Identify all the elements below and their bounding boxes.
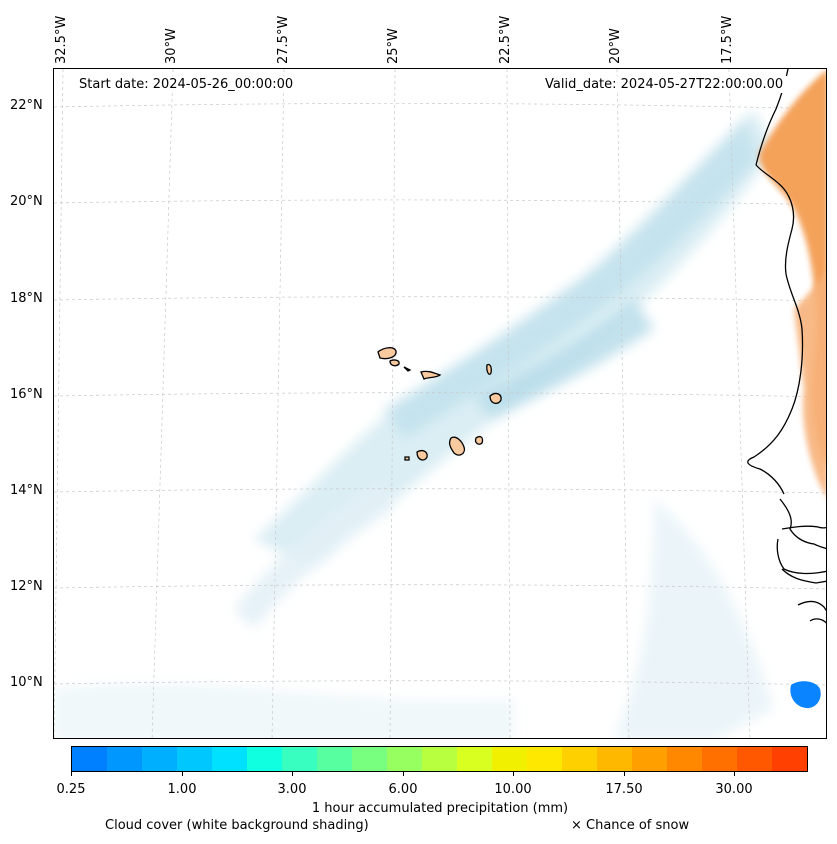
colorbar-segment: [597, 747, 632, 771]
lat-label-14n: 14°N: [10, 483, 43, 498]
colorbar-segment: [632, 747, 667, 771]
colorbar-tick-1-00: 1.00: [167, 782, 197, 797]
colorbar-segment: [387, 747, 422, 771]
colorbar-segment: [72, 747, 107, 771]
lon-label-17-5w: 17.5°W: [720, 15, 735, 64]
colorbar-tick-30-00: 30.00: [715, 782, 753, 797]
colorbar-tick-10-00: 10.00: [494, 782, 532, 797]
lon-label-25w: 25°W: [386, 28, 401, 64]
island-fogo: [416, 450, 428, 461]
lat-label-10n: 10°N: [10, 675, 43, 690]
colorbar-tick-0-25: 0.25: [56, 782, 86, 797]
island-santo-antao: [377, 347, 397, 360]
lat-label-12n: 12°N: [10, 579, 43, 594]
island-santa-luzia: [403, 366, 412, 372]
colorbar-tickmark: [734, 772, 735, 776]
colorbar-tickmark: [292, 772, 293, 776]
colorbar-segment: [212, 747, 247, 771]
colorbar-segment: [737, 747, 772, 771]
colorbar-segment: [422, 747, 457, 771]
colorbar-tick-6-00: 6.00: [388, 782, 418, 797]
lat-label-20n: 20°N: [10, 194, 43, 209]
colorbar-tickmark: [403, 772, 404, 776]
colorbar-segment: [317, 747, 352, 771]
colorbar-segment: [562, 747, 597, 771]
island-santiago: [448, 436, 466, 456]
colorbar-segment: [352, 747, 387, 771]
snow-chance-legend: × Chance of snow: [571, 818, 690, 833]
valid-date-label: Valid_date: 2024-05-27T22:00:00.00: [539, 76, 790, 93]
island-sal: [486, 363, 492, 375]
colorbar-segment: [702, 747, 737, 771]
island-brava: [404, 456, 410, 461]
lat-label-16n: 16°N: [10, 387, 43, 402]
start-date-label: Start date: 2024-05-26_00:00:00: [73, 76, 300, 93]
precipitation-blue-area: [790, 681, 821, 709]
colorbar-segment: [667, 747, 702, 771]
colorbar-segment: [457, 747, 492, 771]
colorbar-tickmark: [71, 772, 72, 776]
colorbar-segment: [527, 747, 562, 771]
lon-label-32-5w: 32.5°W: [54, 15, 69, 64]
precipitation-colorbar: [71, 746, 808, 772]
colorbar-tickmark: [513, 772, 514, 776]
cloud-cover-shading: [54, 109, 774, 738]
colorbar-tick-17-50: 17.50: [605, 782, 643, 797]
colorbar-segment: [142, 747, 177, 771]
cape-verde-islands: [377, 347, 502, 461]
colorbar-tickmark: [624, 772, 625, 776]
lon-label-30w: 30°W: [164, 28, 179, 64]
cloud-cover-legend: Cloud cover (white background shading): [105, 818, 369, 833]
africa-coastline: [747, 69, 826, 624]
island-sao-nicolau: [420, 370, 442, 380]
island-boa-vista: [489, 392, 502, 404]
graticule-grid: [54, 69, 826, 738]
colorbar-tick-3-00: 3.00: [277, 782, 307, 797]
map-panel: [53, 68, 827, 739]
colorbar-segment: [107, 747, 142, 771]
colorbar-segment: [492, 747, 527, 771]
lat-label-22n: 22°N: [10, 98, 43, 113]
lat-label-18n: 18°N: [10, 291, 43, 306]
colorbar-segment: [772, 747, 807, 771]
colorbar-label: 1 hour accumulated precipitation (mm): [311, 801, 569, 816]
map-canvas: [54, 69, 826, 738]
colorbar-tickmark: [182, 772, 183, 776]
precipitation-orange-area: [759, 70, 826, 496]
lon-label-27-5w: 27.5°W: [276, 15, 291, 64]
colorbar-segment: [282, 747, 317, 771]
lon-label-22-5w: 22.5°W: [498, 15, 513, 64]
island-maio: [474, 436, 484, 445]
colorbar-segment: [177, 747, 212, 771]
island-sao-vicente: [389, 359, 400, 367]
colorbar-segment: [247, 747, 282, 771]
lon-label-20w: 20°W: [608, 28, 623, 64]
